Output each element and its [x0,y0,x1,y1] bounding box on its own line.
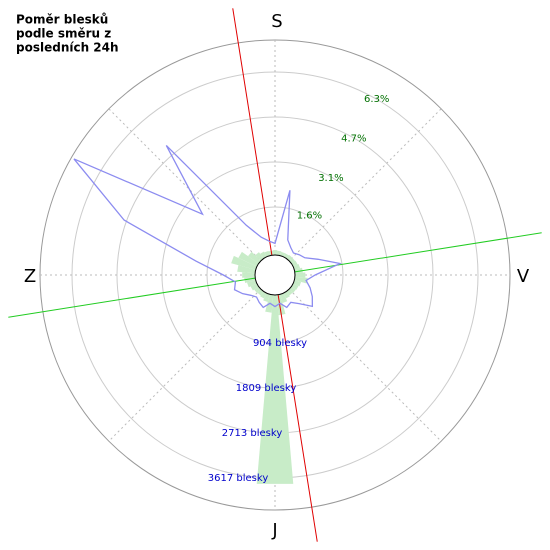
r2-tick-label: 2713 blesky [222,428,283,439]
count-wedge [283,291,290,299]
count-wedge [293,264,301,270]
r2-tick-label: 904 blesky [253,338,307,349]
count-wedge [242,272,256,278]
count-wedge [260,251,267,259]
count-wedge [255,252,264,261]
count-wedge [276,250,282,256]
count-wedge [254,286,261,294]
chart-title: Poměr blesků [16,13,108,27]
r-tick-label: 1.6% [297,210,322,221]
count-wedge [238,251,259,267]
chart-title: posledních 24h [16,41,119,55]
count-wedge [272,250,278,256]
count-wedge [291,260,298,267]
count-wedge [237,265,256,274]
count-wedge [294,276,308,284]
count-wedge [247,280,257,288]
count-wedge [231,255,257,270]
count-wedge [263,293,270,303]
count-wedge [256,294,294,484]
count-wedge [250,283,259,291]
r-tick-label: 3.1% [318,173,343,184]
direction-label: Z [24,266,36,287]
center-hole [254,254,296,296]
r2-tick-label: 3617 blesky [208,473,269,484]
count-wedge [248,251,261,264]
r-tick-label: 6.3% [364,94,389,105]
r-tick-label: 4.7% [341,133,366,144]
count-wedge [294,272,306,278]
spoke [108,108,442,442]
count-wedge [289,286,296,294]
count-wedge [293,280,302,287]
ratio-line [73,144,343,309]
count-wedge [280,293,288,303]
count-wedge [264,250,270,257]
direction-label: V [517,266,530,287]
chart-title: podle směru z [16,27,111,41]
direction-label: J [271,520,277,541]
direction-label: S [271,11,282,32]
count-wedge [291,283,299,290]
r2-tick-label: 1809 blesky [236,383,297,394]
spoke [108,108,442,442]
count-wedge [260,291,267,299]
